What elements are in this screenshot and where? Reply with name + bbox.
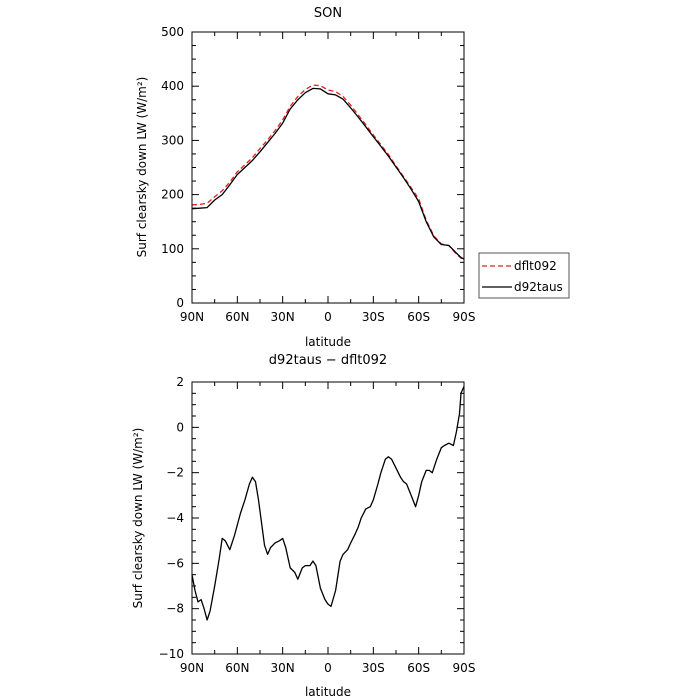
- x-tick-label-top: 60N: [225, 310, 249, 324]
- y-tick-label-top: 300: [161, 133, 184, 147]
- y-tick-label-top: 0: [176, 296, 184, 310]
- legend-label-d92taus: d92taus: [514, 280, 563, 294]
- series-line-diff-bottom: [191, 386, 465, 621]
- y-tick-label-bottom: −4: [166, 511, 184, 525]
- y-axis-label-bottom: Surf clearsky down LW (W/m²): [131, 428, 145, 609]
- chart-title-bottom: d92taus − dflt092: [269, 353, 387, 368]
- x-tick-label-bottom: 30S: [362, 661, 385, 675]
- legend: dflt092 d92taus: [478, 252, 570, 299]
- plot-frame-bottom: [191, 381, 465, 655]
- x-axis-label-bottom: latitude: [305, 685, 351, 699]
- x-tick-label-top: 30S: [362, 310, 385, 324]
- x-tick-label-bottom: 30N: [271, 661, 295, 675]
- panel-top: SON 90N 60N 30N 0 30S 60S 90S0100200300400500 …: [135, 6, 475, 349]
- y-tick-label-bottom: 0: [176, 420, 184, 434]
- y-tick-label-top: 400: [161, 79, 184, 93]
- y-tick-label-bottom: −6: [166, 556, 184, 570]
- x-tick-label-top: 60S: [407, 310, 430, 324]
- x-axis-label-top: latitude: [305, 335, 351, 349]
- y-tick-label-bottom: −2: [166, 466, 184, 480]
- legend-box: [478, 252, 570, 299]
- x-tick-label-bottom: 90S: [453, 661, 476, 675]
- x-tick-label-bottom: 0: [324, 661, 332, 675]
- series-line-dflt092: [191, 84, 465, 261]
- y-tick-label-top: 100: [161, 242, 184, 256]
- y-tick-label-bottom: 2: [176, 375, 184, 389]
- y-tick-label-bottom: −8: [166, 602, 184, 616]
- x-tick-label-top: 30N: [271, 310, 295, 324]
- series-line-d92taus: [191, 87, 465, 260]
- legend-label-dflt092: dflt092: [514, 259, 557, 273]
- y-tick-label-top: 500: [161, 25, 184, 39]
- panel-bottom: d92taus − dflt092 90N 60N 30N 0 30S 60S 90S −10…: [131, 353, 475, 699]
- y-axis-label-top: Surf clearsky down LW (W/m²): [135, 77, 149, 258]
- x-tick-label-top: 90S: [453, 310, 476, 324]
- x-tick-label-top: 0: [324, 310, 332, 324]
- chart-title-top: SON: [314, 6, 342, 21]
- plot-frame-top: [191, 31, 465, 304]
- y-tick-label-bottom: −10: [159, 647, 184, 661]
- x-tick-label-top: 90N: [180, 310, 204, 324]
- x-tick-label-bottom: 60S: [407, 661, 430, 675]
- y-tick-label-top: 200: [161, 188, 184, 202]
- x-tick-label-bottom: 60N: [225, 661, 249, 675]
- x-tick-label-bottom: 90N: [180, 661, 204, 675]
